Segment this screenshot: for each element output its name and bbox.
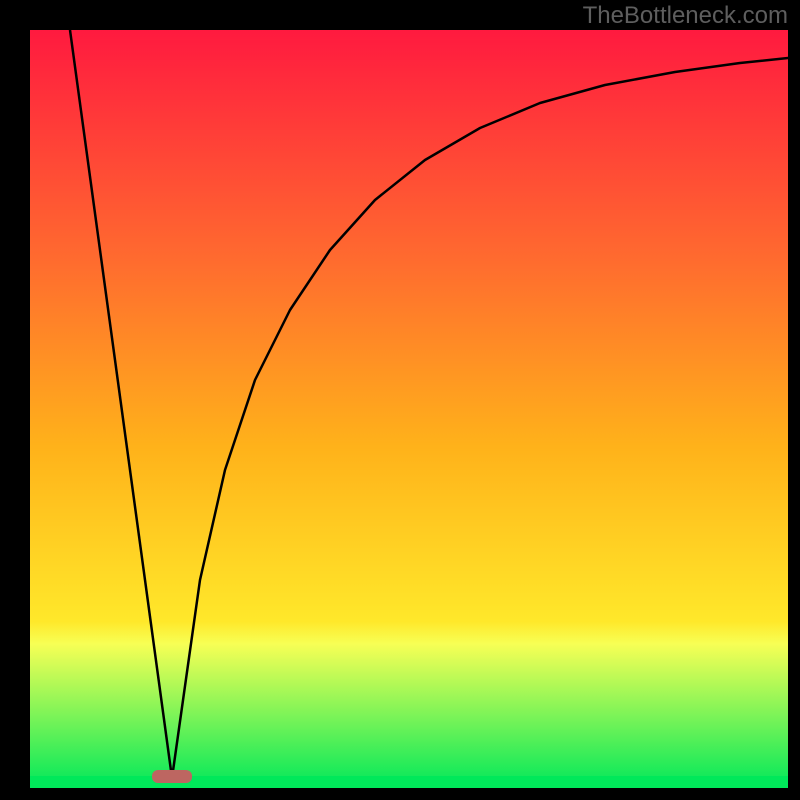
watermark-text: TheBottleneck.com bbox=[583, 2, 788, 30]
bottleneck-marker bbox=[152, 770, 192, 783]
chart-frame: TheBottleneck.com bbox=[0, 0, 800, 800]
plot-area bbox=[30, 30, 788, 788]
curve-right-segment bbox=[172, 58, 788, 778]
curve-left-segment bbox=[70, 30, 172, 778]
curve-layer bbox=[30, 30, 788, 788]
